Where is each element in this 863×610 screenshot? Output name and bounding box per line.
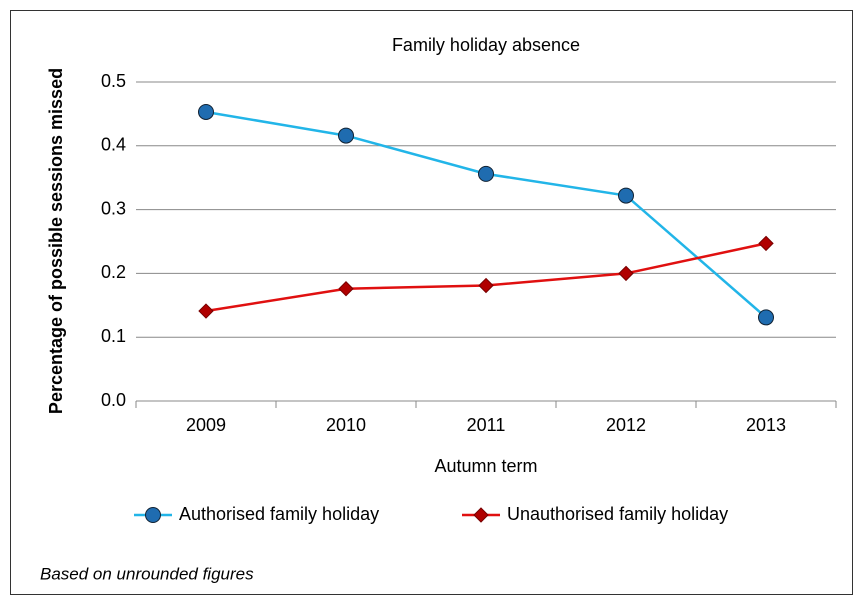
data-point [198, 303, 214, 319]
x-axis-title: Autumn term [434, 456, 537, 476]
x-tick-label: 2009 [186, 415, 226, 435]
x-tick-label: 2012 [606, 415, 646, 435]
legend-label: Unauthorised family holiday [507, 504, 728, 524]
y-tick-label: 0.2 [101, 262, 126, 282]
y-tick-label: 0.5 [101, 71, 126, 91]
x-tick-label: 2010 [326, 415, 366, 435]
legend-marker [145, 507, 161, 523]
data-point [338, 281, 354, 297]
data-point [618, 265, 634, 282]
data-point [338, 127, 354, 144]
chart-border [10, 10, 853, 595]
legend-label: Authorised family holiday [179, 504, 379, 524]
x-tick-label: 2013 [746, 415, 786, 435]
footnote: Based on unrounded figures [40, 564, 254, 583]
data-point [198, 103, 214, 120]
y-tick-label: 0.0 [101, 390, 126, 410]
y-axis-title: Percentage of possible sessions missed [46, 68, 66, 414]
y-tick-label: 0.4 [101, 135, 126, 155]
x-tick-label: 2011 [467, 415, 506, 435]
data-point [758, 309, 774, 326]
data-point [758, 235, 774, 252]
legend-marker [473, 507, 489, 523]
data-point [478, 277, 494, 294]
data-point [478, 165, 494, 182]
y-tick-label: 0.1 [101, 326, 126, 346]
chart-title: Family holiday absence [392, 35, 580, 55]
data-point [618, 187, 634, 204]
y-tick-label: 0.3 [101, 198, 126, 218]
